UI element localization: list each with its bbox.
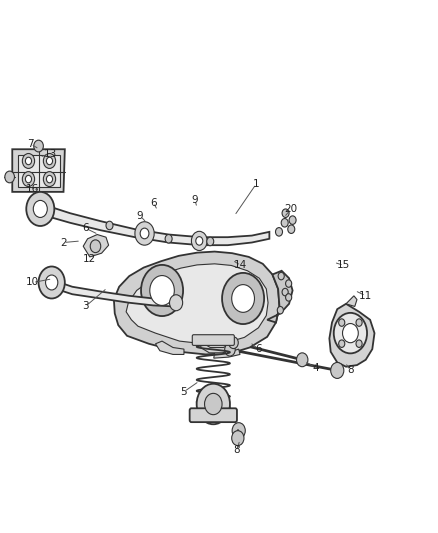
Circle shape <box>39 266 65 298</box>
Polygon shape <box>18 155 60 187</box>
Text: 16: 16 <box>26 184 39 194</box>
Circle shape <box>43 172 56 187</box>
Circle shape <box>286 280 292 287</box>
Circle shape <box>205 393 222 415</box>
Polygon shape <box>12 149 65 192</box>
Circle shape <box>225 343 235 356</box>
Circle shape <box>282 288 288 296</box>
Polygon shape <box>329 304 374 367</box>
Circle shape <box>22 172 35 187</box>
Circle shape <box>90 240 101 253</box>
Text: 15: 15 <box>337 261 350 270</box>
Circle shape <box>207 237 214 246</box>
Circle shape <box>339 319 345 326</box>
Text: 20: 20 <box>285 204 298 214</box>
Circle shape <box>34 140 43 152</box>
Circle shape <box>331 362 344 378</box>
Text: 14: 14 <box>234 261 247 270</box>
Circle shape <box>25 175 32 183</box>
Circle shape <box>22 154 35 168</box>
Circle shape <box>276 228 283 236</box>
FancyBboxPatch shape <box>190 408 237 422</box>
Circle shape <box>5 171 14 183</box>
Circle shape <box>297 353 308 367</box>
Circle shape <box>343 324 358 343</box>
Circle shape <box>277 306 283 314</box>
Circle shape <box>232 423 245 439</box>
Circle shape <box>25 157 32 165</box>
Polygon shape <box>201 342 231 353</box>
Circle shape <box>46 175 53 183</box>
Text: 10: 10 <box>26 278 39 287</box>
Circle shape <box>334 313 367 353</box>
Polygon shape <box>126 264 268 344</box>
Text: 8: 8 <box>233 446 240 455</box>
Circle shape <box>278 272 284 280</box>
Circle shape <box>356 319 362 326</box>
Circle shape <box>170 295 183 311</box>
Polygon shape <box>83 235 109 257</box>
Circle shape <box>281 219 288 227</box>
Text: 9: 9 <box>137 211 144 221</box>
Circle shape <box>46 275 58 290</box>
Circle shape <box>286 294 292 301</box>
Circle shape <box>282 209 289 217</box>
Circle shape <box>135 222 154 245</box>
Polygon shape <box>155 341 184 354</box>
Circle shape <box>288 225 295 233</box>
Circle shape <box>222 273 264 324</box>
Text: 9: 9 <box>191 195 198 205</box>
Text: 7: 7 <box>27 139 34 149</box>
Circle shape <box>191 231 207 251</box>
Circle shape <box>232 285 254 312</box>
Circle shape <box>106 221 113 230</box>
Circle shape <box>33 200 47 217</box>
Text: 8: 8 <box>347 366 354 375</box>
Circle shape <box>150 276 174 305</box>
Circle shape <box>197 384 230 424</box>
Circle shape <box>229 337 238 349</box>
Polygon shape <box>114 252 279 354</box>
Circle shape <box>356 340 362 348</box>
Circle shape <box>141 265 183 316</box>
Text: 5: 5 <box>180 387 187 397</box>
Text: 4: 4 <box>312 363 319 373</box>
Polygon shape <box>52 276 177 306</box>
Text: 3: 3 <box>82 302 89 311</box>
Circle shape <box>232 431 244 446</box>
Text: 11: 11 <box>359 291 372 301</box>
Circle shape <box>26 192 54 226</box>
Polygon shape <box>40 204 269 245</box>
Polygon shape <box>346 296 357 306</box>
Circle shape <box>289 216 296 224</box>
Text: 6: 6 <box>82 223 89 233</box>
Text: 2: 2 <box>60 238 67 247</box>
Circle shape <box>339 340 345 348</box>
Circle shape <box>46 157 53 165</box>
Text: 6: 6 <box>255 344 262 354</box>
Circle shape <box>140 228 149 239</box>
Circle shape <box>165 235 172 243</box>
Text: 6: 6 <box>150 198 157 207</box>
Circle shape <box>43 154 56 168</box>
Circle shape <box>196 237 203 245</box>
Text: 13: 13 <box>44 149 57 158</box>
Text: 12: 12 <box>83 254 96 263</box>
Polygon shape <box>214 349 240 358</box>
Polygon shape <box>267 271 293 322</box>
FancyBboxPatch shape <box>192 335 234 345</box>
Text: 1: 1 <box>253 179 260 189</box>
